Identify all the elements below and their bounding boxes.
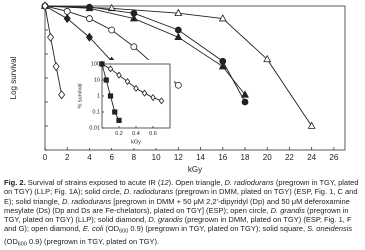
caption-text: D. radiodurans	[224, 178, 274, 187]
x-tick-label: 26	[329, 153, 338, 162]
caption-text: (pregrown in TGY, plated on TGY) (LLP); …	[4, 205, 349, 225]
marker	[129, 14, 138, 22]
series-line	[44, 5, 63, 95]
y-tick-label: 0.1	[92, 109, 100, 115]
marker	[218, 14, 227, 22]
caption-text: D. radiodurans	[123, 187, 174, 197]
marker	[63, 13, 71, 24]
x-tick-label: 8	[132, 153, 137, 162]
marker	[99, 61, 105, 67]
marker	[107, 65, 114, 73]
series-line	[44, 5, 246, 96]
caption-text: Survival of strains exposed to acute IR …	[25, 178, 161, 187]
marker	[174, 81, 182, 89]
marker	[174, 8, 183, 17]
marker	[150, 94, 156, 102]
inset-background	[80, 60, 174, 148]
x-tick-label: 0.4	[132, 131, 140, 137]
plot: 0.2 0.4 0.6 100 10 1 0.1 0.01 kGy % survival	[77, 60, 174, 148]
caption-text: D. grandis	[270, 205, 305, 215]
x-tick-label: 0.6	[149, 131, 157, 137]
marker	[108, 26, 116, 34]
y-tick-label: 100	[91, 61, 100, 67]
marker	[141, 89, 148, 97]
y-tick-label: 0.01	[89, 125, 100, 131]
marker	[47, 32, 55, 42]
marker	[158, 97, 165, 105]
series-line	[44, 5, 313, 127]
marker	[63, 7, 71, 15]
caption-text: S. oneidensis	[307, 224, 353, 234]
x-axis-label: kGy	[188, 165, 202, 174]
caption-text: 12	[160, 178, 169, 187]
caption-text: [pregrown in DMM + 50 μM 2,2′-dipyridyl …	[4, 196, 350, 215]
x-tick-label: 24	[307, 153, 316, 162]
marker	[263, 54, 272, 63]
marker	[85, 32, 93, 42]
caption-text: Fig. 2.	[4, 178, 26, 187]
caption-text: E. coli	[82, 224, 104, 234]
x-tick-label: 18	[241, 153, 250, 162]
marker	[86, 15, 93, 22]
marker	[130, 43, 138, 51]
figure: 0 2 4 6 8 10 12 14 16 18 20 22 24 26 kGy Log survival 0.…	[4, 1, 359, 248]
x-tick-label: 10	[152, 153, 161, 162]
marker	[112, 109, 118, 115]
caption-text: 600	[119, 228, 129, 235]
caption-text: (OD	[4, 237, 18, 247]
caption-text: 0.9) (pregrown in TGY, plated on TGY).	[26, 237, 160, 247]
marker	[241, 98, 249, 106]
marker	[133, 84, 139, 92]
caption-text: 600	[17, 241, 27, 248]
caption-text: (OD	[103, 224, 120, 234]
x-tick-label: 0	[43, 153, 48, 162]
x-tick-label: 6	[109, 153, 114, 162]
marker	[85, 3, 94, 12]
marker	[116, 71, 122, 79]
caption-text: D. grandis	[148, 215, 183, 225]
x-tick-label: 16	[218, 153, 227, 162]
caption-text: (pregrown in TGY, plated on TGY) (LLP; F…	[4, 178, 359, 197]
x-tick-label: 22	[285, 153, 294, 162]
marker	[107, 93, 114, 99]
marker	[241, 90, 249, 98]
x-tick-label: 12	[174, 153, 183, 162]
x-tick-label: 2	[65, 153, 70, 162]
caption-text: (pregrown in DMM, plated on TGY) (ESP, F…	[4, 187, 358, 206]
caption-text: D. radiodurans	[61, 196, 112, 206]
caption-text: 0.9) (pregrown in TGY, plated on TGY); s…	[128, 224, 308, 234]
series-line	[44, 5, 246, 103]
y-tick-label: 1	[97, 93, 100, 99]
y-axis-label: % survival	[77, 83, 83, 108]
caption-text: (pregrown in DMM, plated on TGY) (ESP, F…	[4, 215, 352, 234]
x-axis-label: kGy	[131, 139, 141, 145]
marker	[41, 1, 49, 11]
x-tick-label: 4	[87, 153, 92, 162]
marker	[307, 121, 316, 129]
marker	[107, 3, 116, 12]
marker	[124, 78, 131, 86]
marker	[116, 117, 122, 123]
caption-text: ). Open triangle,	[168, 178, 225, 187]
marker	[103, 77, 109, 83]
y-axis-label: Log survival	[9, 56, 18, 99]
marker	[174, 26, 182, 34]
y-tick-label: 10	[94, 77, 100, 83]
x-tick-label: 14	[196, 153, 205, 162]
x-tick-label: 0.2	[115, 131, 123, 137]
marker	[174, 32, 183, 41]
marker	[52, 61, 60, 72]
marker	[218, 62, 227, 70]
caption: Fig. 2. Survival of strains exposed to a…	[4, 178, 361, 250]
marker	[58, 90, 66, 100]
x-tick-label: 20	[263, 153, 272, 162]
